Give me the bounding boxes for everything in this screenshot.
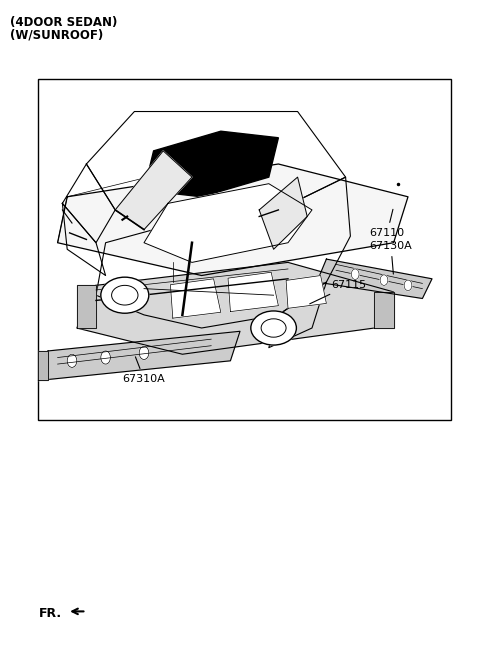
Text: 67115: 67115 <box>310 280 366 304</box>
Polygon shape <box>38 331 240 380</box>
Circle shape <box>351 269 359 279</box>
Text: FR.: FR. <box>38 607 61 620</box>
Polygon shape <box>269 282 326 348</box>
Polygon shape <box>374 292 394 328</box>
Polygon shape <box>228 272 278 312</box>
Text: 67110: 67110 <box>370 209 405 238</box>
Polygon shape <box>286 276 326 308</box>
Polygon shape <box>62 164 115 243</box>
Circle shape <box>139 346 149 359</box>
Polygon shape <box>58 164 408 276</box>
Polygon shape <box>77 285 96 328</box>
Text: 67130A: 67130A <box>370 241 412 274</box>
Polygon shape <box>317 259 432 298</box>
Polygon shape <box>96 177 350 328</box>
Bar <box>38 79 451 420</box>
Polygon shape <box>38 351 48 380</box>
Polygon shape <box>259 177 307 249</box>
Circle shape <box>380 275 388 285</box>
Polygon shape <box>170 279 221 318</box>
Polygon shape <box>77 262 394 354</box>
Polygon shape <box>62 203 106 276</box>
Ellipse shape <box>101 277 149 314</box>
Ellipse shape <box>251 311 296 345</box>
Text: 67310A: 67310A <box>122 357 166 384</box>
Polygon shape <box>115 151 192 230</box>
Circle shape <box>101 351 110 364</box>
Circle shape <box>67 354 77 367</box>
Text: (4DOOR SEDAN): (4DOOR SEDAN) <box>10 16 117 30</box>
Polygon shape <box>86 112 346 210</box>
Circle shape <box>404 280 412 291</box>
Polygon shape <box>144 184 312 262</box>
Text: (W/SUNROOF): (W/SUNROOF) <box>10 28 103 41</box>
Polygon shape <box>144 131 278 197</box>
